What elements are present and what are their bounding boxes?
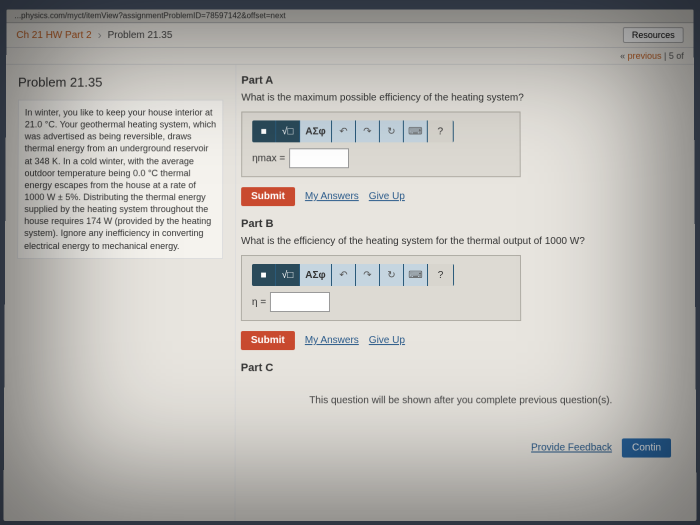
nav-bar: Ch 21 HW Part 2 › Problem 21.35 Resource…	[6, 23, 693, 48]
redo-icon[interactable]: ↷	[356, 264, 380, 286]
breadcrumb-chapter[interactable]: Ch 21 HW Part 2	[16, 30, 91, 41]
part-b: Part B What is the efficiency of the hea…	[241, 218, 681, 350]
url-bar: ...physics.com/myct/itemView?assignmentP…	[6, 9, 693, 23]
breadcrumb-separator-icon: ›	[98, 28, 102, 42]
keyboard-icon[interactable]: ⌨	[404, 264, 428, 286]
give-up-link-b[interactable]: Give Up	[369, 335, 405, 346]
part-a-variable: ηmax =	[252, 153, 285, 164]
part-b-question: What is the efficiency of the heating sy…	[241, 236, 680, 247]
breadcrumb-problem: Problem 21.35	[108, 30, 173, 41]
right-panel: Part A What is the maximum possible effi…	[234, 65, 696, 521]
part-c-message: This question will be shown after you co…	[241, 380, 681, 421]
undo-icon[interactable]: ↶	[332, 120, 356, 142]
part-c: Part C This question will be shown after…	[241, 362, 681, 421]
greek-icon[interactable]: ΑΣφ	[300, 264, 332, 286]
page-counter: 5 of	[669, 51, 684, 61]
greek-icon[interactable]: ΑΣφ	[300, 120, 332, 142]
part-b-input-area: ■ √□ ΑΣφ ↶ ↷ ↻ ⌨ ? η =	[241, 255, 521, 321]
give-up-link-a[interactable]: Give Up	[369, 191, 405, 202]
undo-icon[interactable]: ↶	[332, 264, 356, 286]
footer: Provide Feedback Contin	[241, 433, 682, 462]
sqrt-icon[interactable]: √□	[276, 264, 300, 286]
provide-feedback-link[interactable]: Provide Feedback	[531, 442, 612, 453]
left-panel: Problem 21.35 In winter, you like to kee…	[3, 65, 235, 521]
part-a: Part A What is the maximum possible effi…	[241, 75, 680, 206]
breadcrumb: Ch 21 HW Part 2 › Problem 21.35	[16, 28, 172, 42]
part-b-input[interactable]	[270, 292, 330, 312]
template-icon[interactable]: ■	[252, 264, 276, 286]
equation-toolbar: ■ √□ ΑΣφ ↶ ↷ ↻ ⌨ ?	[252, 120, 454, 142]
help-icon[interactable]: ?	[428, 120, 454, 142]
problem-title: Problem 21.35	[18, 75, 223, 90]
part-a-label: Part A	[241, 75, 679, 87]
my-answers-link-a[interactable]: My Answers	[305, 191, 359, 202]
reset-icon[interactable]: ↻	[380, 120, 404, 142]
template-icon[interactable]: ■	[252, 120, 276, 142]
problem-text: In winter, you like to keep your house i…	[17, 100, 223, 259]
previous-link[interactable]: previous	[628, 51, 662, 61]
part-b-variable: η =	[252, 296, 266, 307]
continue-button[interactable]: Contin	[622, 438, 671, 457]
part-a-input-area: ■ √□ ΑΣφ ↶ ↷ ↻ ⌨ ? ηmax =	[241, 112, 521, 178]
keyboard-icon[interactable]: ⌨	[404, 120, 428, 142]
sub-header: « previous | 5 of	[6, 48, 694, 65]
sqrt-icon[interactable]: √□	[276, 120, 300, 142]
part-a-input[interactable]	[289, 148, 349, 168]
reset-icon[interactable]: ↻	[380, 264, 404, 286]
my-answers-link-b[interactable]: My Answers	[305, 335, 359, 346]
redo-icon[interactable]: ↷	[356, 120, 380, 142]
part-a-question: What is the maximum possible efficiency …	[241, 93, 679, 104]
part-c-label: Part C	[241, 362, 681, 374]
submit-button-b[interactable]: Submit	[241, 331, 295, 350]
submit-button-a[interactable]: Submit	[241, 187, 295, 206]
help-icon[interactable]: ?	[428, 264, 454, 286]
equation-toolbar-b: ■ √□ ΑΣφ ↶ ↷ ↻ ⌨ ?	[252, 264, 454, 286]
part-b-label: Part B	[241, 218, 680, 230]
resources-button[interactable]: Resources	[623, 27, 684, 43]
